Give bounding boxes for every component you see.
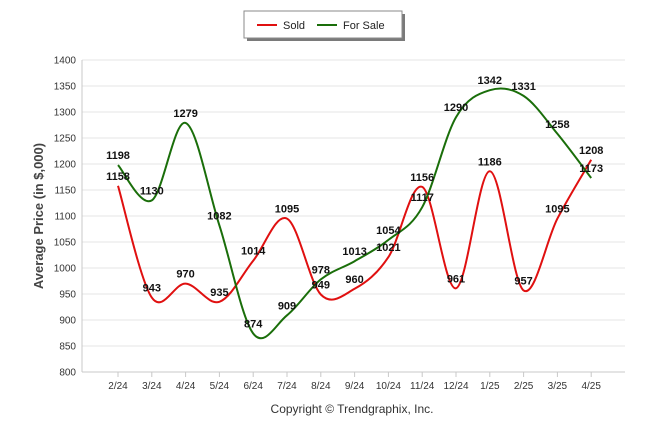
for-sale-data-label: 909 — [278, 300, 296, 312]
for-sale-data-label: 978 — [312, 264, 330, 276]
x-tick-label: 9/24 — [345, 381, 365, 392]
x-tick-label: 6/24 — [243, 381, 263, 392]
y-tick-label: 1050 — [54, 238, 77, 249]
for-sale-data-label: 1290 — [444, 102, 468, 114]
sold-data-label: 1158 — [106, 171, 130, 183]
x-tick-label: 8/24 — [311, 381, 331, 392]
sold-data-label: 943 — [143, 283, 161, 295]
axes — [81, 60, 625, 377]
sold-data-label: 1156 — [410, 172, 434, 184]
y-tick-label: 1300 — [54, 108, 77, 119]
sold-data-label: 961 — [447, 273, 465, 285]
x-tick-label: 11/24 — [410, 381, 435, 392]
for-sale-data-label: 1198 — [106, 150, 130, 162]
sold-data-label: 1021 — [376, 242, 400, 254]
sold-data-label: 935 — [210, 287, 228, 299]
x-tick-label: 12/24 — [443, 381, 468, 392]
x-tick-label: 2/24 — [108, 381, 128, 392]
y-tick-label: 1150 — [54, 186, 76, 197]
y-tick-label: 800 — [59, 368, 76, 379]
grid-lines — [82, 59, 625, 373]
sold-data-label: 960 — [345, 274, 363, 286]
sold-series-line — [117, 159, 593, 304]
y-tick-label: 1400 — [54, 56, 77, 67]
x-tick-label: 5/24 — [210, 381, 230, 392]
for-sale-data-label: 1013 — [342, 246, 366, 258]
for-sale-data-label: 1331 — [511, 81, 535, 93]
x-tick-label: 2/25 — [514, 381, 534, 392]
y-tick-label: 1350 — [54, 82, 77, 93]
y-tick-label: 1250 — [54, 134, 77, 145]
for-sale-data-label: 874 — [244, 319, 263, 331]
y-tick-label: 1200 — [54, 160, 77, 171]
sold-data-label: 970 — [176, 269, 194, 281]
sold-data-label: 957 — [514, 275, 532, 287]
x-tick-label: 1/25 — [480, 381, 500, 392]
for-sale-data-label: 1130 — [140, 185, 164, 197]
copyright-footer: Copyright © Trendgraphix, Inc. — [271, 402, 434, 416]
y-tick-label: 1000 — [54, 264, 77, 275]
legend-label-for-sale[interactable]: For Sale — [343, 20, 385, 32]
x-tick-label: 3/24 — [142, 381, 162, 392]
x-tick-label: 7/24 — [277, 381, 297, 392]
series-lines — [117, 87, 593, 340]
y-tick-labels: 800 850 900 950 1000 1050 1100 1150 1200 1250 1300… — [54, 56, 77, 379]
legend[interactable]: Sold For Sale — [243, 10, 405, 41]
x-tick-label: 3/25 — [548, 381, 568, 392]
y-tick-label: 950 — [59, 290, 76, 301]
sold-data-label: 1208 — [579, 145, 603, 157]
for-sale-data-label: 1173 — [579, 163, 603, 175]
data-labels: 1158 943 970 935 1014 1095 949 960 1021 1156 961 11… — [106, 75, 603, 330]
for-sale-data-label: 1342 — [478, 75, 502, 87]
x-tick-label: 10/24 — [376, 381, 401, 392]
for-sale-data-label: 1279 — [173, 108, 197, 120]
for-sale-data-label: 1082 — [207, 210, 231, 222]
sold-data-label: 1095 — [545, 204, 569, 216]
y-axis-label: Average Price (in $,000) — [31, 143, 46, 289]
sold-data-label: 1186 — [478, 156, 502, 168]
sold-data-label: 1014 — [241, 246, 266, 258]
for-sale-data-label: 1054 — [376, 225, 401, 237]
for-sale-series-line — [117, 87, 592, 340]
x-tick-labels: 2/24 3/24 4/24 5/24 6/24 7/24 8/24 9/24 10/24 11/… — [108, 381, 601, 392]
legend-label-sold[interactable]: Sold — [283, 20, 305, 32]
x-tick-label: 4/24 — [176, 381, 196, 392]
for-sale-data-label: 1117 — [411, 192, 434, 204]
for-sale-data-label: 1258 — [545, 119, 569, 131]
y-tick-label: 900 — [59, 316, 76, 327]
y-tick-label: 1100 — [54, 212, 76, 223]
y-tick-label: 850 — [59, 342, 76, 353]
x-tick-label: 4/25 — [581, 381, 601, 392]
sold-data-label: 949 — [312, 280, 330, 292]
sold-data-label: 1095 — [275, 204, 299, 216]
